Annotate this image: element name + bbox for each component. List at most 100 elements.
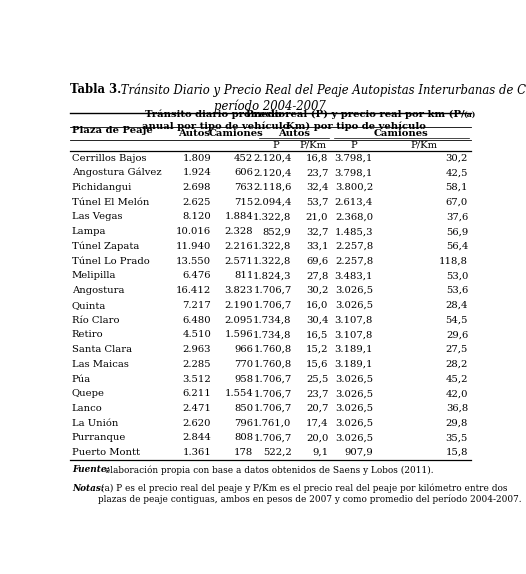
Text: 27,5: 27,5: [446, 345, 468, 354]
Text: 3.189,1: 3.189,1: [335, 360, 373, 369]
Text: 9,1: 9,1: [312, 448, 328, 457]
Text: Río Claro: Río Claro: [72, 316, 119, 324]
Text: 3.800,2: 3.800,2: [335, 183, 373, 192]
Text: 1.734,8: 1.734,8: [253, 316, 291, 324]
Text: 3.026,5: 3.026,5: [335, 389, 373, 398]
Text: 17,4: 17,4: [306, 418, 328, 428]
Text: 30,4: 30,4: [306, 316, 328, 324]
Text: 1.706,7: 1.706,7: [254, 433, 291, 443]
Text: 16,8: 16,8: [306, 153, 328, 162]
Text: Quinta: Quinta: [72, 301, 106, 310]
Text: 53,0: 53,0: [446, 272, 468, 280]
Text: 1.884: 1.884: [225, 212, 254, 222]
Text: 3.026,5: 3.026,5: [335, 433, 373, 443]
Text: 1.554: 1.554: [225, 389, 254, 398]
Text: 1.761,0: 1.761,0: [253, 418, 291, 428]
Text: 763: 763: [234, 183, 254, 192]
Text: 2.471: 2.471: [183, 404, 211, 413]
Text: Túnel Lo Prado: Túnel Lo Prado: [72, 257, 149, 266]
Text: 2.698: 2.698: [183, 183, 211, 192]
Text: La Unión: La Unión: [72, 418, 118, 428]
Text: 56,4: 56,4: [446, 242, 468, 251]
Text: 958: 958: [234, 374, 254, 383]
Text: 29,6: 29,6: [446, 330, 468, 339]
Text: 1.706,7: 1.706,7: [254, 286, 291, 295]
Text: 118,8: 118,8: [439, 257, 468, 266]
Text: 45,2: 45,2: [446, 374, 468, 383]
Text: 32,4: 32,4: [306, 183, 328, 192]
Text: 1.706,7: 1.706,7: [254, 404, 291, 413]
Text: 2.613,4: 2.613,4: [335, 197, 373, 207]
Text: 1.924: 1.924: [183, 168, 211, 177]
Text: 8.120: 8.120: [183, 212, 211, 222]
Text: 7.217: 7.217: [183, 301, 211, 310]
Text: 6.480: 6.480: [183, 316, 211, 324]
Text: Túnel El Melón: Túnel El Melón: [72, 197, 149, 207]
Text: 852,9: 852,9: [263, 227, 291, 236]
Text: 796: 796: [234, 418, 254, 428]
Text: 2.257,8: 2.257,8: [335, 242, 373, 251]
Text: 1.596: 1.596: [225, 330, 254, 339]
Text: 1.322,8: 1.322,8: [253, 257, 291, 266]
Text: Tránsito diario promedio
anual por tipo de vehículo: Tránsito diario promedio anual por tipo …: [141, 110, 289, 131]
Text: 28,4: 28,4: [446, 301, 468, 310]
Text: 3.026,5: 3.026,5: [335, 418, 373, 428]
Text: 2.120,4: 2.120,4: [253, 168, 291, 177]
Text: 11.940: 11.940: [176, 242, 211, 251]
Text: 23,7: 23,7: [306, 168, 328, 177]
Text: 715: 715: [234, 197, 254, 207]
Text: 3.189,1: 3.189,1: [335, 345, 373, 354]
Text: 35,5: 35,5: [446, 433, 468, 443]
Text: 2.844: 2.844: [183, 433, 211, 443]
Text: 808: 808: [234, 433, 254, 443]
Text: 29,8: 29,8: [446, 418, 468, 428]
Text: 3.798,1: 3.798,1: [335, 153, 373, 162]
Text: 42,5: 42,5: [446, 168, 468, 177]
Text: Fuente:: Fuente:: [72, 466, 109, 474]
Text: elaboración propia con base a datos obtenidos de Saens y Lobos (2011).: elaboración propia con base a datos obte…: [102, 466, 433, 475]
Text: 16,0: 16,0: [306, 301, 328, 310]
Text: 58,1: 58,1: [446, 183, 468, 192]
Text: 3.026,5: 3.026,5: [335, 301, 373, 310]
Text: Autos: Autos: [178, 129, 210, 138]
Text: 37,6: 37,6: [446, 212, 468, 222]
Text: Cerrillos Bajos: Cerrillos Bajos: [72, 153, 146, 162]
Text: 4.510: 4.510: [183, 330, 211, 339]
Text: período 2004-2007: período 2004-2007: [214, 100, 326, 113]
Text: 53,6: 53,6: [446, 286, 468, 295]
Text: Túnel Zapata: Túnel Zapata: [72, 242, 139, 251]
Text: Camiones: Camiones: [374, 129, 429, 138]
Text: P: P: [272, 141, 279, 150]
Text: 27,8: 27,8: [306, 272, 328, 280]
Text: 966: 966: [235, 345, 254, 354]
Text: 56,9: 56,9: [446, 227, 468, 236]
Text: 1.706,7: 1.706,7: [254, 374, 291, 383]
Text: 30,2: 30,2: [306, 286, 328, 295]
Text: Tabla 3.: Tabla 3.: [70, 83, 121, 96]
Text: 16.412: 16.412: [176, 286, 211, 295]
Text: Quepe: Quepe: [72, 389, 105, 398]
Text: 2.963: 2.963: [183, 345, 211, 354]
Text: 452: 452: [234, 153, 254, 162]
Text: 3.026,5: 3.026,5: [335, 374, 373, 383]
Text: Lanco: Lanco: [72, 404, 103, 413]
Text: 10.016: 10.016: [176, 227, 211, 236]
Text: Angostura: Angostura: [72, 286, 124, 295]
Text: 33,1: 33,1: [306, 242, 328, 251]
Text: Lampa: Lampa: [72, 227, 106, 236]
Text: Tránsito Diario y Precio Real del Peaje Autopistas Interurbanas de Chile,: Tránsito Diario y Precio Real del Peaje …: [117, 83, 526, 96]
Text: Purranque: Purranque: [72, 433, 126, 443]
Text: 2.368,0: 2.368,0: [335, 212, 373, 222]
Text: 811: 811: [234, 272, 254, 280]
Text: 3.823: 3.823: [225, 286, 254, 295]
Text: 67,0: 67,0: [446, 197, 468, 207]
Text: 522,2: 522,2: [263, 448, 291, 457]
Text: Púa: Púa: [72, 374, 91, 383]
Text: Retiro: Retiro: [72, 330, 104, 339]
Text: 2.620: 2.620: [183, 418, 211, 428]
Text: 6.211: 6.211: [183, 389, 211, 398]
Text: 6.476: 6.476: [183, 272, 211, 280]
Text: 15,8: 15,8: [446, 448, 468, 457]
Text: 36,8: 36,8: [446, 404, 468, 413]
Text: 20,0: 20,0: [306, 433, 328, 443]
